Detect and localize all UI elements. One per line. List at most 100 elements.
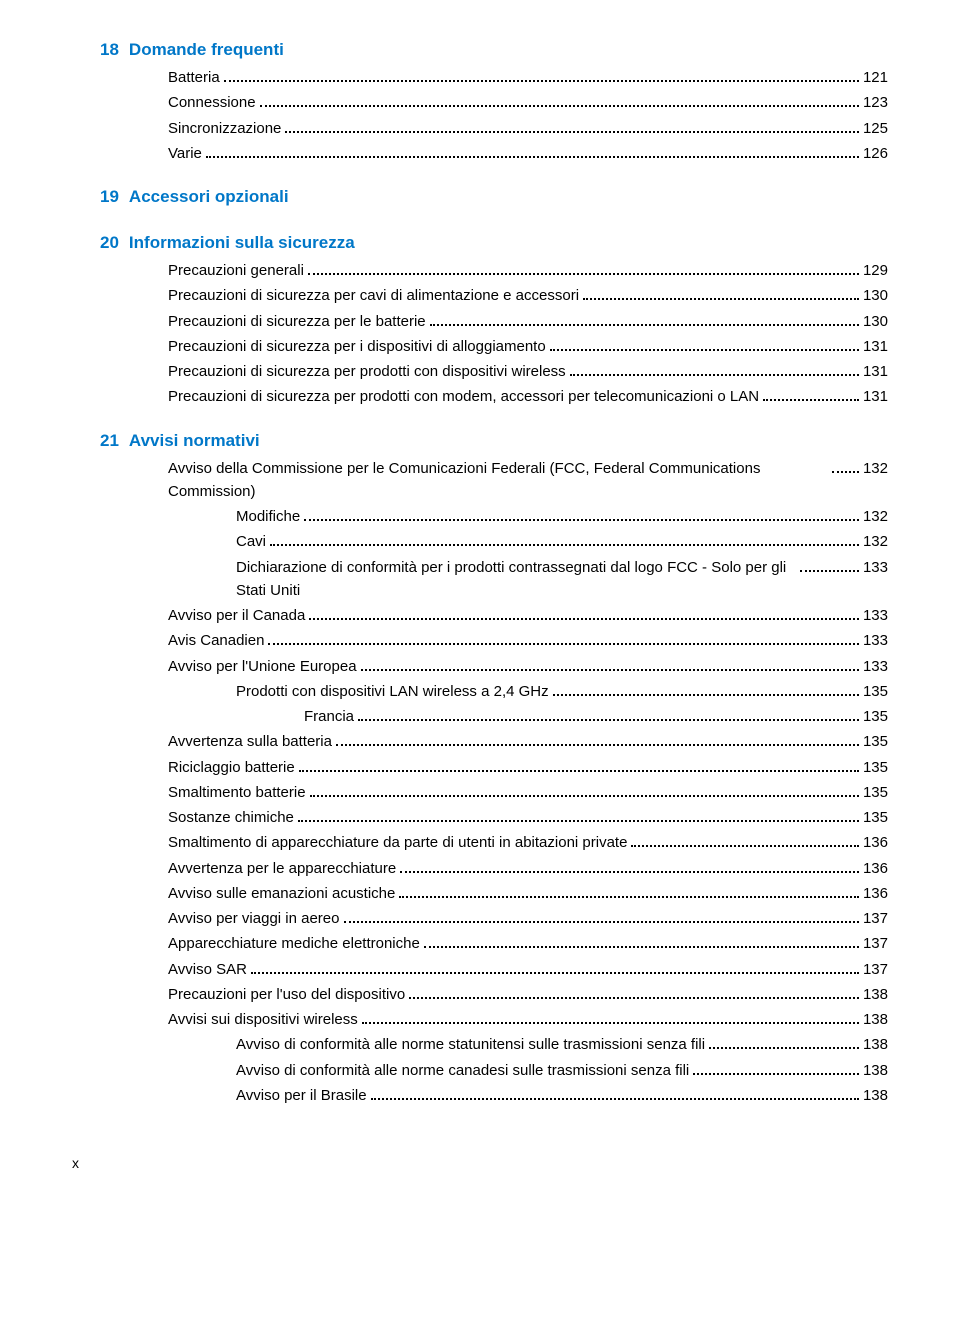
toc-leader [344,921,859,923]
toc-leader [361,669,859,671]
chapter-number: 21 [100,431,119,451]
chapter-title: Informazioni sulla sicurezza [129,233,355,253]
toc-leader [251,972,859,974]
toc-entry[interactable]: Precauzioni di sicurezza per le batterie… [100,310,888,333]
toc-page: 18 Domande frequenti Batteria 121 Connes… [0,0,960,1211]
toc-leader [298,820,859,822]
toc-entry[interactable]: Prodotti con dispositivi LAN wireless a … [100,680,888,703]
toc-entry[interactable]: Batteria 121 [100,66,888,89]
toc-leader [260,105,859,107]
toc-entry[interactable]: Avviso per il Canada 133 [100,604,888,627]
chapter-title: Avvisi normativi [129,431,260,451]
toc-label: Precauzioni di sicurezza per prodotti co… [168,360,566,383]
toc-page: 138 [863,1059,888,1082]
toc-page: 133 [863,604,888,627]
toc-entry[interactable]: Smaltimento di apparecchiature da parte … [100,831,888,854]
toc-entry[interactable]: Precauzioni per l'uso del dispositivo 13… [100,983,888,1006]
toc-page: 137 [863,932,888,955]
toc-leader [362,1022,859,1024]
toc-page: 135 [863,756,888,779]
toc-leader [206,156,859,158]
toc-entry[interactable]: Sostanze chimiche 135 [100,806,888,829]
toc-label: Sincronizzazione [168,117,281,140]
chapter-number: 18 [100,40,119,60]
toc-entry[interactable]: Precauzioni di sicurezza per i dispositi… [100,335,888,358]
toc-page: 132 [863,457,888,480]
toc-label: Francia [304,705,354,728]
toc-label: Sostanze chimiche [168,806,294,829]
toc-entry[interactable]: Riciclaggio batterie 135 [100,756,888,779]
toc-page: 131 [863,335,888,358]
toc-label: Dichiarazione di conformità per i prodot… [236,556,796,603]
toc-page: 137 [863,907,888,930]
toc-label: Prodotti con dispositivi LAN wireless a … [236,680,549,703]
toc-leader [310,795,859,797]
toc-entry[interactable]: Precauzioni di sicurezza per cavi di ali… [100,284,888,307]
toc-leader [800,570,859,572]
toc-label: Precauzioni generali [168,259,304,282]
toc-label: Riciclaggio batterie [168,756,295,779]
toc-entry[interactable]: Precauzioni di sicurezza per prodotti co… [100,385,888,408]
toc-leader [583,298,859,300]
toc-page: 135 [863,806,888,829]
toc-leader [553,694,859,696]
toc-label: Avviso per l'Unione Europea [168,655,357,678]
toc-entry[interactable]: Cavi 132 [100,530,888,553]
toc-label: Avviso SAR [168,958,247,981]
toc-entry[interactable]: Francia 135 [100,705,888,728]
toc-entry[interactable]: Avvisi sui dispositivi wireless 138 [100,1008,888,1031]
toc-label: Avviso di conformità alle norme canadesi… [236,1059,689,1082]
toc-page: 135 [863,680,888,703]
toc-page: 131 [863,385,888,408]
toc-leader [304,519,859,521]
toc-leader [430,324,859,326]
toc-entry[interactable]: Avvertenza sulla batteria 135 [100,730,888,753]
toc-leader [399,896,859,898]
toc-leader [358,719,859,721]
toc-entry[interactable]: Avviso di conformità alle norme statunit… [100,1033,888,1056]
toc-entry[interactable]: Smaltimento batterie 135 [100,781,888,804]
toc-leader [693,1073,859,1075]
toc-entry[interactable]: Avviso per il Brasile 138 [100,1084,888,1107]
toc-label: Avviso sulle emanazioni acustiche [168,882,395,905]
toc-leader [299,770,859,772]
toc-page: 136 [863,857,888,880]
toc-page: 129 [863,259,888,282]
toc-entry[interactable]: Avviso per viaggi in aereo 137 [100,907,888,930]
toc-entry[interactable]: Avviso per l'Unione Europea 133 [100,655,888,678]
chapter-heading: 18 Domande frequenti [100,40,888,60]
toc-label: Avvertenza per le apparecchiature [168,857,396,880]
toc-page: 137 [863,958,888,981]
toc-label: Precauzioni di sicurezza per i dispositi… [168,335,546,358]
toc-leader [832,471,859,473]
toc-leader [763,399,859,401]
toc-entry[interactable]: Apparecchiature mediche elettroniche 137 [100,932,888,955]
toc-entry[interactable]: Avis Canadien 133 [100,629,888,652]
toc-entry[interactable]: Avviso della Commissione per le Comunica… [100,457,888,504]
toc-leader [371,1098,859,1100]
toc-page: 133 [863,655,888,678]
chapter-number: 19 [100,187,119,207]
toc-entry[interactable]: Avviso di conformità alle norme canadesi… [100,1059,888,1082]
toc-entry[interactable]: Precauzioni di sicurezza per prodotti co… [100,360,888,383]
toc-entry[interactable]: Varie 126 [100,142,888,165]
toc-leader [400,871,859,873]
toc-entry[interactable]: Avviso sulle emanazioni acustiche 136 [100,882,888,905]
toc-entry[interactable]: Dichiarazione di conformità per i prodot… [100,556,888,603]
toc-page: 125 [863,117,888,140]
chapter-heading: 19 Accessori opzionali [100,187,888,207]
toc-page: 131 [863,360,888,383]
toc-label: Smaltimento batterie [168,781,306,804]
toc-label: Modifiche [236,505,300,528]
toc-entry[interactable]: Modifiche 132 [100,505,888,528]
toc-page: 138 [863,983,888,1006]
toc-entry[interactable]: Avvertenza per le apparecchiature 136 [100,857,888,880]
toc-leader [285,131,859,133]
toc-page: 130 [863,284,888,307]
toc-entry[interactable]: Precauzioni generali 129 [100,259,888,282]
toc-entry[interactable]: Connessione 123 [100,91,888,114]
toc-entry[interactable]: Avviso SAR 137 [100,958,888,981]
toc-entry[interactable]: Sincronizzazione 125 [100,117,888,140]
toc-label: Precauzioni per l'uso del dispositivo [168,983,405,1006]
toc-page: 133 [863,556,888,579]
